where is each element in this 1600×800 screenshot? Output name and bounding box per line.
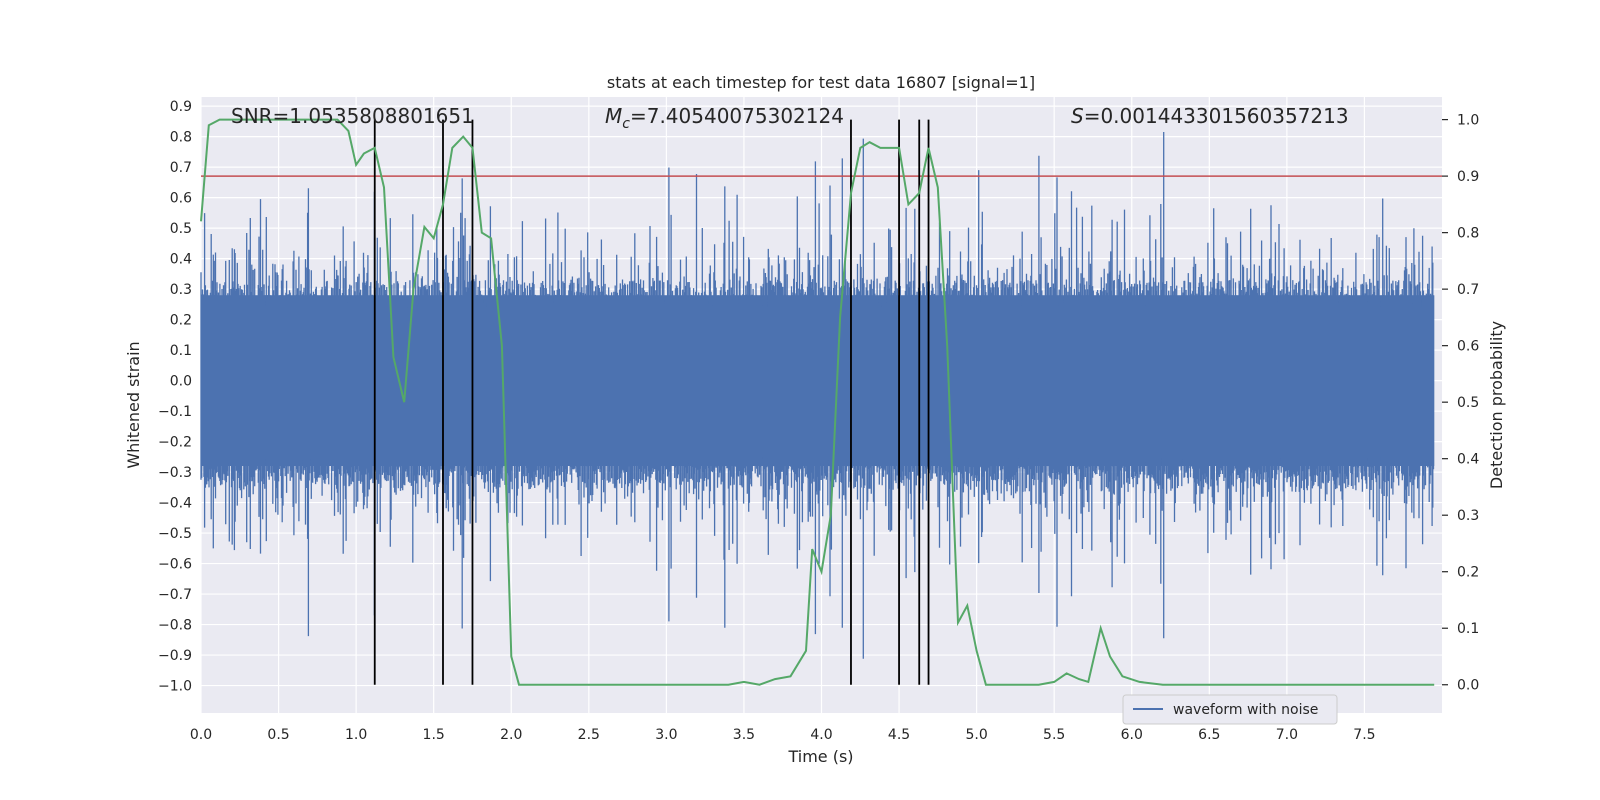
mc-value: =7.40540075302124 xyxy=(630,104,844,128)
x-tick-label: 7.0 xyxy=(1276,727,1298,743)
y2-tick-labels: 1.0 0.9 0.8 0.7 0.6 0.5 0.4 0.3 0.2 0.1 0.0 xyxy=(1442,113,1479,694)
waveform-trace xyxy=(200,132,1435,659)
x-tick-label: 0.5 xyxy=(267,727,289,743)
y-tick-label: −0.6 xyxy=(158,557,192,573)
x-tick-label: 4.0 xyxy=(810,727,832,743)
y2-tick-label: 0.2 xyxy=(1457,565,1479,581)
y-tick-label: 0.5 xyxy=(170,221,192,237)
y-tick-label: −0.2 xyxy=(158,435,192,451)
x-tick-label: 3.5 xyxy=(733,727,755,743)
probability-line xyxy=(200,118,1435,686)
y-tick-label: 0.6 xyxy=(170,191,192,207)
y2-tick-label: 0.3 xyxy=(1457,508,1479,524)
x-tick-label: 1.0 xyxy=(345,727,367,743)
y2-tick-label: 0.0 xyxy=(1457,678,1479,694)
legend: waveform with noise xyxy=(1122,694,1338,725)
y2-tick-label: 0.1 xyxy=(1457,621,1479,637)
mc-symbol: M xyxy=(605,104,622,128)
x-tick-labels: 0.0 0.5 1.0 1.5 2.0 2.5 3.0 3.5 4.0 4.5 5.0 5.5 6.0 6… xyxy=(190,727,1376,743)
y-tick-label: −0.1 xyxy=(158,404,192,420)
x-tick-label: 5.5 xyxy=(1043,727,1065,743)
x-axis-label: Time (s) xyxy=(787,747,853,766)
y2-tick-label: 0.5 xyxy=(1457,395,1479,411)
legend-box xyxy=(1122,694,1338,725)
y-tick-label: 0.9 xyxy=(170,99,192,115)
x-tick-label: 0.0 xyxy=(190,727,212,743)
y-axis-label: Whitened strain xyxy=(124,341,143,468)
y-tick-label: 0.1 xyxy=(170,343,192,359)
y-tick-label: −1.0 xyxy=(158,679,192,695)
y2-tick-label: 0.6 xyxy=(1457,339,1479,355)
x-tick-label: 6.0 xyxy=(1121,727,1143,743)
y-tick-label: 0.2 xyxy=(170,313,192,329)
y-tick-labels: 0.9 0.8 0.7 0.6 0.5 0.4 0.3 0.2 0.1 0.0 −0.1 −0.2 −0… xyxy=(158,99,192,694)
x-tick-label: 2.0 xyxy=(500,727,522,743)
y-tick-label: −0.4 xyxy=(158,496,192,512)
legend-label-waveform: waveform with noise xyxy=(1173,702,1318,718)
probability-series xyxy=(200,118,1435,686)
x-tick-label: 3.0 xyxy=(655,727,677,743)
y-tick-label: 0.4 xyxy=(170,252,192,268)
y2-tick-label: 0.4 xyxy=(1457,452,1479,468)
y2-tick-label: 0.9 xyxy=(1457,169,1479,185)
y-tick-label: 0.0 xyxy=(170,374,192,390)
x-tick-label: 7.5 xyxy=(1353,727,1375,743)
s-annotation: S=0.001443301560357213 xyxy=(1071,104,1349,128)
y2-tick-label: 1.0 xyxy=(1457,113,1479,129)
y-tick-label: 0.3 xyxy=(170,282,192,298)
y2-tick-label: 0.8 xyxy=(1457,226,1479,242)
s-value: =0.001443301560357213 xyxy=(1084,104,1349,128)
s-symbol: S xyxy=(1071,104,1084,128)
chirp-mass-annotation: Mc=7.40540075302124 xyxy=(605,104,844,132)
y2-tick-label: 0.7 xyxy=(1457,282,1479,298)
y-tick-label: −0.7 xyxy=(158,587,192,603)
x-tick-label: 6.5 xyxy=(1198,727,1220,743)
vertical-markers xyxy=(373,119,930,685)
y-tick-label: −0.3 xyxy=(158,465,192,481)
y-tick-label: 0.7 xyxy=(170,160,192,176)
mc-subscript: c xyxy=(622,116,630,132)
y-tick-label: −0.9 xyxy=(158,648,192,664)
x-tick-label: 4.5 xyxy=(888,727,910,743)
x-tick-label: 5.0 xyxy=(965,727,987,743)
chart-title: stats at each timestep for test data 168… xyxy=(607,73,1035,92)
snr-annotation: SNR=1.0535808801651 xyxy=(231,104,474,128)
y-tick-label: 0.8 xyxy=(170,130,192,146)
x-tick-label: 2.5 xyxy=(578,727,600,743)
y-tick-label: −0.5 xyxy=(158,526,192,542)
x-tick-label: 1.5 xyxy=(423,727,445,743)
y2-axis-label: Detection probability xyxy=(1487,321,1506,489)
y-tick-label: −0.8 xyxy=(158,618,192,634)
